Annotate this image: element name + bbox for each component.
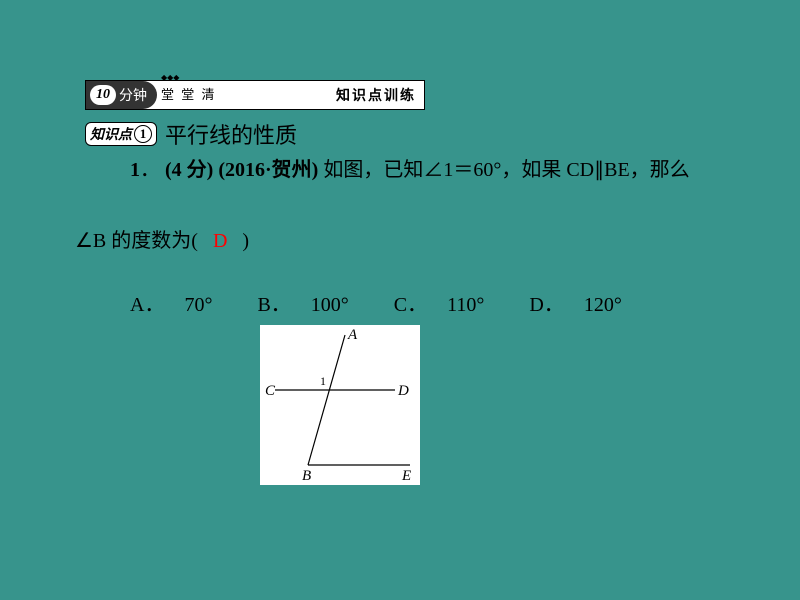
line-AB (308, 335, 345, 465)
knowledge-point-badge: 知识点 1 (85, 122, 157, 146)
options-row: A．70° B．100° C．110° D．120° (130, 288, 662, 317)
diamonds-icon: ◆◆◆ (161, 73, 179, 82)
label-E: E (401, 468, 411, 484)
q-num: 1 (130, 159, 140, 181)
answer-letter: D (213, 230, 227, 252)
label-1: 1 (320, 374, 326, 388)
figure-svg: A C D B E 1 (260, 325, 420, 485)
label-D: D (397, 383, 409, 399)
kp-badge-text: 知识点 (90, 124, 132, 144)
label-A: A (347, 327, 358, 343)
tangtang-text: 堂 堂 清 (161, 87, 217, 102)
option-B: B．100° (257, 294, 368, 316)
minutes-text: 分钟 (119, 85, 147, 105)
geometry-figure: A C D B E 1 (260, 325, 420, 485)
minutes-pill: 10 分钟 (86, 81, 157, 109)
kp-badge-num: 1 (134, 125, 152, 143)
option-A: A．70° (130, 294, 232, 316)
label-C: C (265, 383, 276, 399)
label-B: B (302, 468, 311, 484)
q-body1: 如图，已知∠1＝60°，如果 CD∥BE，那么 (323, 159, 689, 181)
q-body3: ) (242, 230, 249, 252)
question-line2: ∠B 的度数为( D ) (75, 224, 249, 253)
header-right-label: 知识点训练 (336, 85, 416, 105)
knowledge-point-title: 平行线的性质 (165, 118, 297, 150)
q-source: (2016·贺州) (218, 159, 318, 181)
q-points: (4 分) (165, 159, 213, 181)
question-line1: 1． (4 分) (2016·贺州) 如图，已知∠1＝60°，如果 CD∥BE，… (130, 156, 720, 184)
tangtang-label: ◆◆◆ 堂 堂 清 (161, 78, 217, 113)
header-box: 10 分钟 ◆◆◆ 堂 堂 清 知识点训练 (85, 80, 425, 110)
option-C: C．110° (394, 294, 505, 316)
q-body2: ∠B 的度数为( (75, 230, 198, 252)
knowledge-point-row: 知识点 1 平行线的性质 (85, 118, 297, 150)
option-D: D．120° (529, 294, 641, 316)
ten-badge: 10 (90, 85, 116, 105)
